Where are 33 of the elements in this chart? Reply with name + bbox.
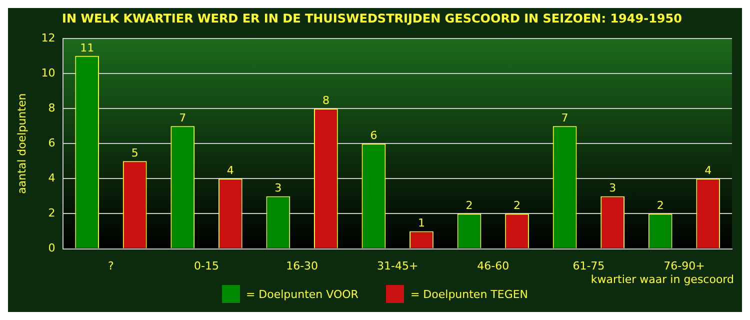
- legend-label: = Doelpunten VOOR: [246, 288, 358, 300]
- data-label: 4: [704, 164, 712, 178]
- x-tick-label: ?: [108, 259, 114, 272]
- data-label: 3: [609, 182, 616, 195]
- y-tick-label: 6: [48, 136, 56, 150]
- chart-title: IN WELK KWARTIER WERD ER IN DE THUISWEDSTRIJDEN GESCOORD IN SEIZOEN: 1949-1950: [62, 11, 682, 26]
- data-label: 1: [418, 216, 425, 230]
- data-label: 6: [370, 128, 378, 142]
- data-label: 7: [179, 111, 186, 124]
- data-label: 5: [131, 146, 138, 160]
- data-label: 2: [466, 199, 473, 212]
- x-tick-label: 31-45+: [377, 259, 418, 272]
- data-label: 8: [322, 94, 330, 107]
- y-tick-label: 2: [48, 206, 56, 220]
- x-tick-label: 16-30: [286, 259, 318, 272]
- y-tick-label: 4: [48, 172, 56, 185]
- y-axis-title: aantal doelpunten: [15, 93, 28, 194]
- data-label: 2: [656, 199, 664, 212]
- x-tick-label: 76-90+: [664, 259, 705, 272]
- y-tick-label: 0: [48, 242, 56, 255]
- y-tick-label: 8: [48, 101, 56, 114]
- y-tick-label: 12: [41, 31, 56, 44]
- data-label: 7: [561, 111, 568, 124]
- data-label: 3: [274, 182, 282, 195]
- data-label: 4: [226, 164, 234, 178]
- data-label: 2: [514, 199, 521, 212]
- y-tick-label: 10: [41, 66, 56, 80]
- x-axis-title: kwartier waar in gescoord: [590, 273, 734, 286]
- data-label: 11: [80, 41, 94, 54]
- x-tick-label: 0-15: [194, 259, 219, 272]
- x-tick-label: 61-75: [572, 259, 605, 272]
- x-tick-label: 46-60: [477, 259, 510, 272]
- legend-label: = Doelpunten TEGEN: [410, 288, 528, 300]
